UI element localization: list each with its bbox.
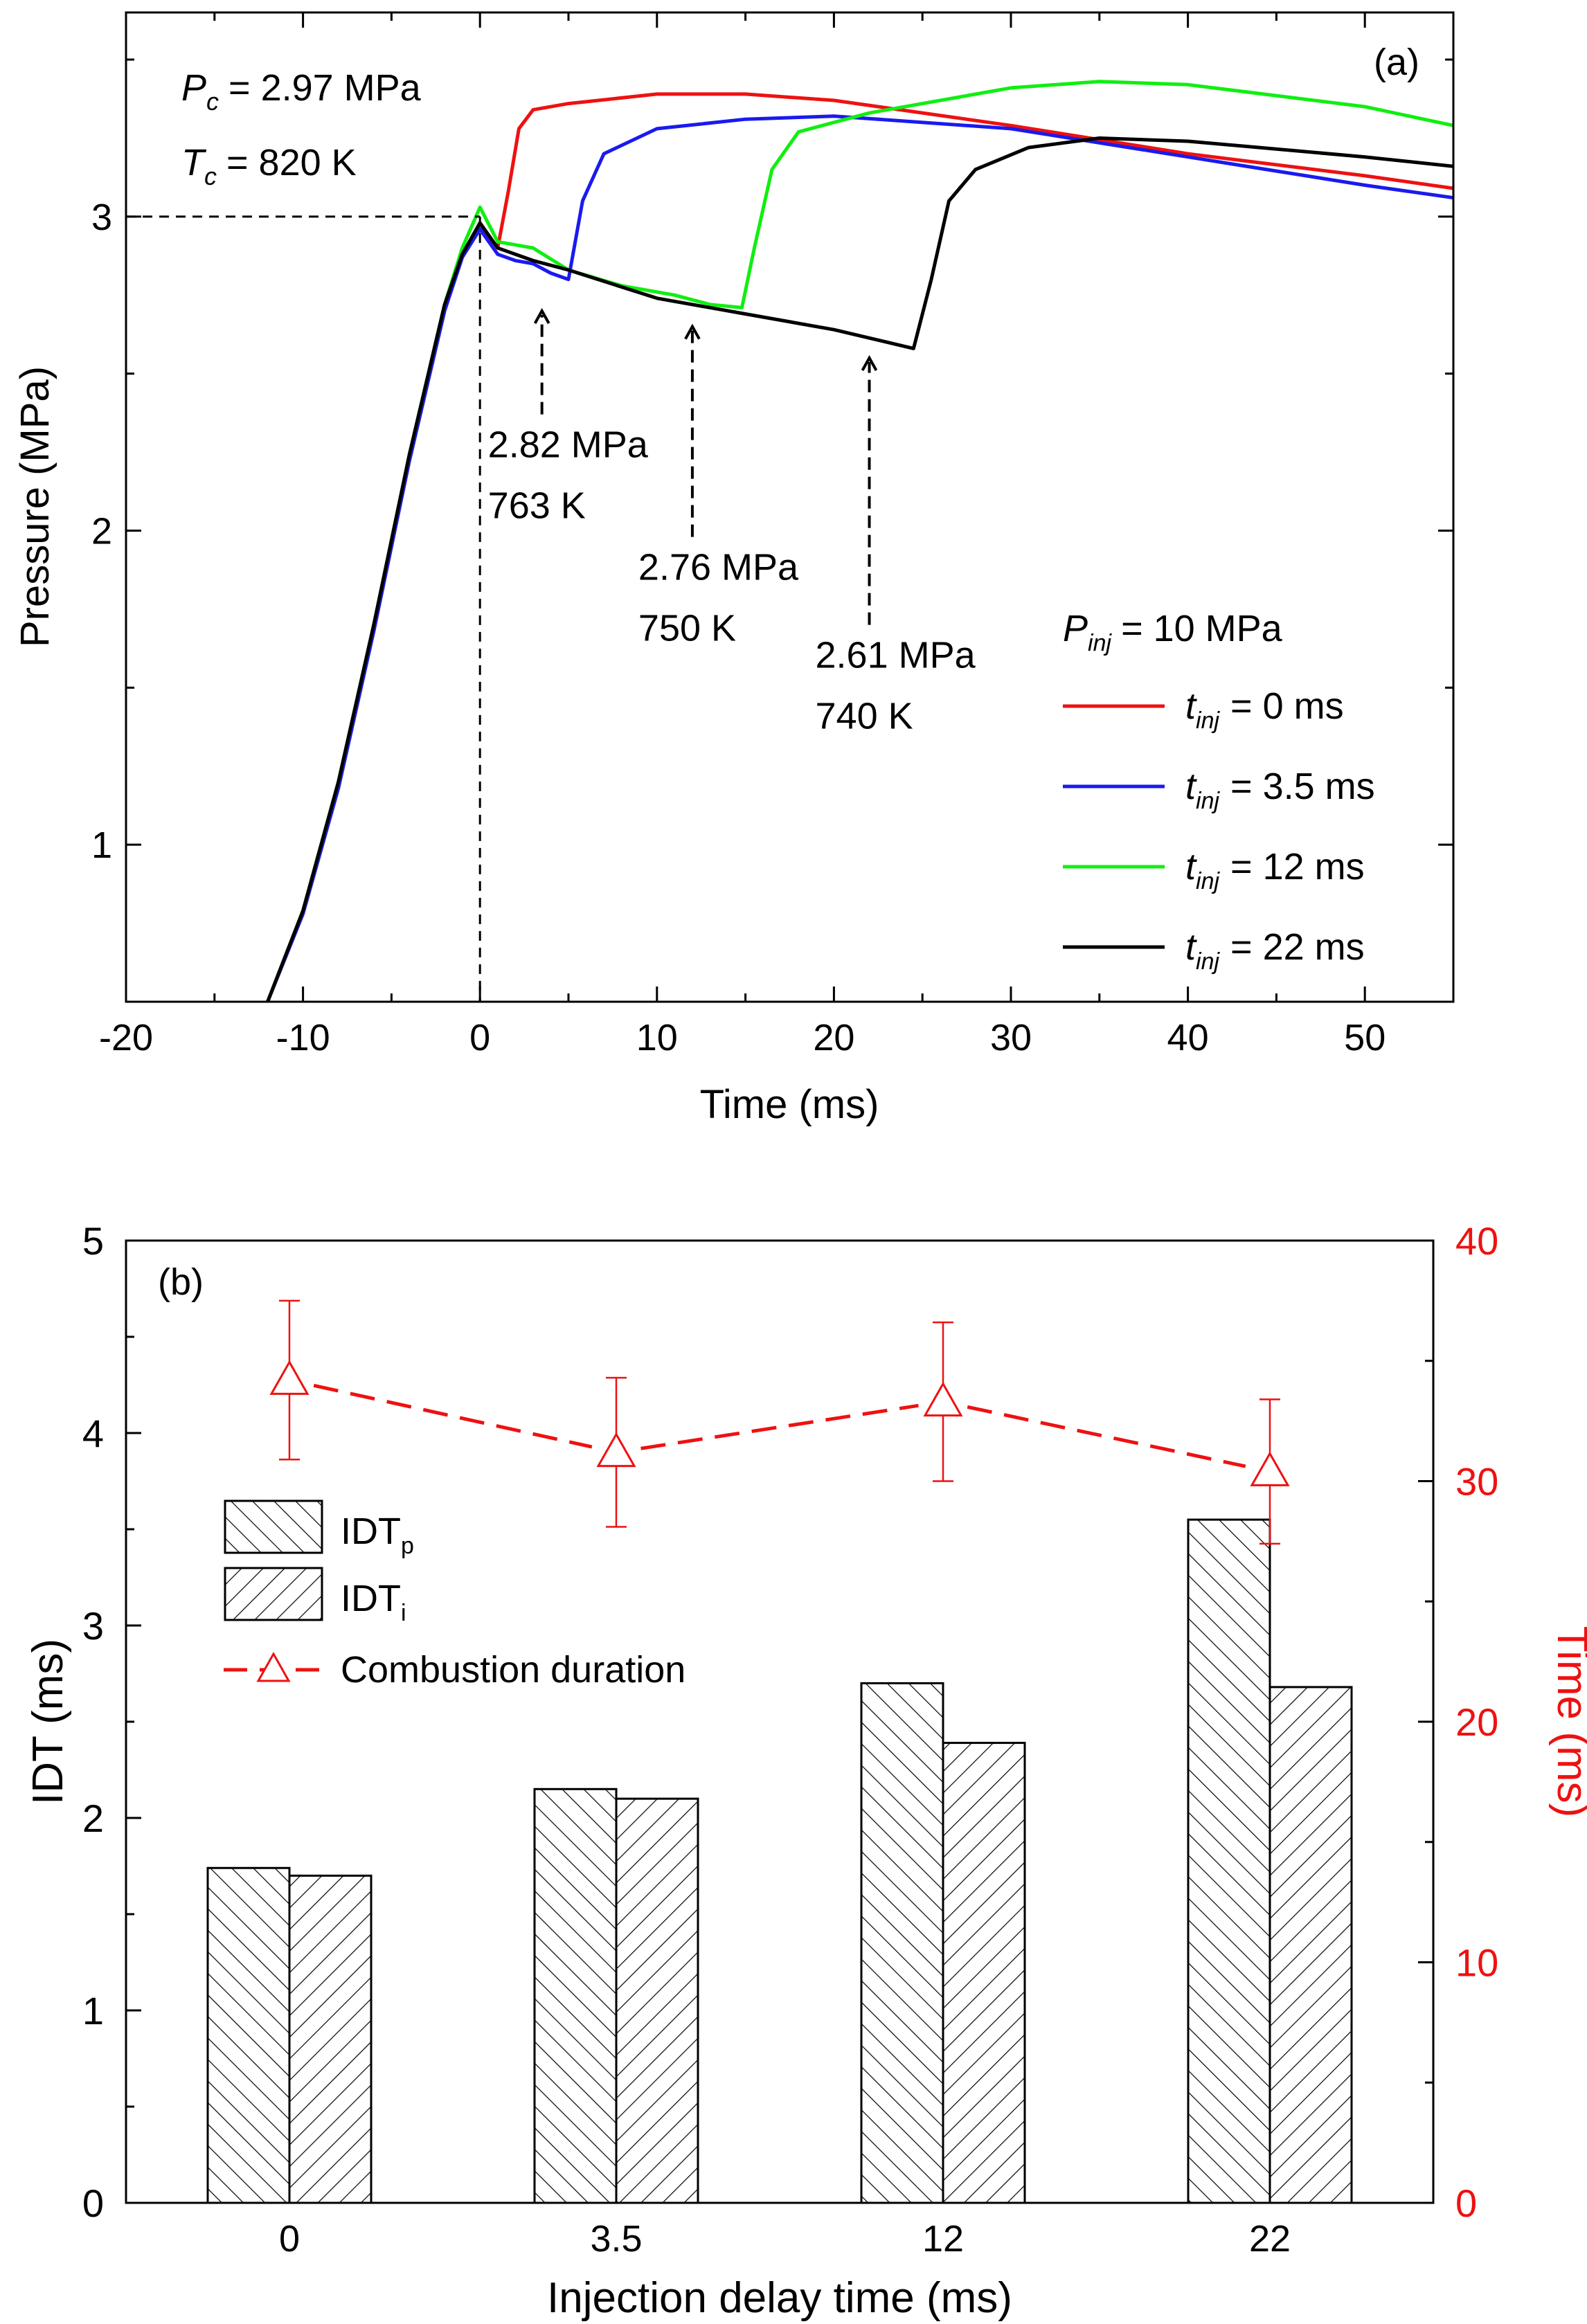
y2-tick-label-b: 40 bbox=[1455, 1219, 1498, 1263]
combustion-line-segment-2 bbox=[967, 1405, 1246, 1468]
legend-label-combustion: Combustion duration bbox=[341, 1649, 685, 1691]
bar-idt-p-1 bbox=[533, 1787, 618, 2204]
plot-frame-a bbox=[125, 11, 1455, 1003]
combustion-marker-2 bbox=[923, 1381, 963, 1417]
x-tick-label-a: -20 bbox=[99, 1017, 153, 1059]
x-axis-label-b: Injection delay time (ms) bbox=[547, 2274, 1012, 2322]
y2-tick-label-b: 20 bbox=[1455, 1700, 1498, 1744]
x-tick-label-b: 22 bbox=[1249, 2218, 1291, 2260]
svg-text:Pc= 2.97 MPa: Pc = 2.97 MPa bbox=[181, 67, 422, 116]
annotation-arrows: 2.82 MPa 763 K 2.76 MPa 750 K 2.61 MPa 740 K bbox=[488, 307, 976, 737]
legend-swatch-idt-i bbox=[224, 1567, 323, 1621]
combustion-line-segment-1 bbox=[640, 1403, 919, 1450]
combustion-marker-0 bbox=[269, 1360, 310, 1395]
y-tick-label-b: 4 bbox=[82, 1412, 104, 1455]
x-tick-label-b: 3.5 bbox=[590, 2218, 642, 2260]
y2-axis-label-b: Time (ms) bbox=[1548, 1626, 1587, 1818]
annotation-arrow-head-0 bbox=[533, 307, 550, 324]
annotation-arrow-head-2 bbox=[861, 354, 878, 371]
y-tick-label-a: 3 bbox=[91, 197, 112, 238]
legend-label-idt-i: IDTi bbox=[341, 1578, 406, 1626]
legend-label-a-2: tinj = 12 ms bbox=[1185, 846, 1365, 894]
y-tick-label-a: 1 bbox=[91, 825, 112, 866]
x-tick-label-a: 50 bbox=[1344, 1017, 1386, 1059]
x-tick-label-a: -10 bbox=[276, 1017, 330, 1059]
combustion-line-segment-0 bbox=[313, 1383, 593, 1449]
condition-tc: Tc = 820 K bbox=[181, 142, 357, 190]
legend-swatch-idt-p bbox=[224, 1499, 323, 1554]
y-axis-label-b: IDT (ms) bbox=[24, 1639, 72, 1805]
annotation-pressure-2: 2.61 MPa bbox=[816, 635, 976, 676]
y-tick-label-b: 0 bbox=[82, 2181, 104, 2225]
annotation-temperature-1: 750 K bbox=[638, 608, 736, 649]
y2-tick-label-b: 10 bbox=[1455, 1941, 1498, 1985]
y-tick-label-b: 2 bbox=[82, 1796, 104, 1840]
annotation-temperature-0: 763 K bbox=[488, 485, 586, 527]
y-tick-label-b: 3 bbox=[82, 1604, 104, 1648]
legend-label-a-3: tinj = 22 ms bbox=[1185, 926, 1365, 975]
legend-label-idt-p: IDTp bbox=[341, 1511, 414, 1559]
combustion-marker-3 bbox=[1250, 1451, 1290, 1486]
y-tick-label-b: 5 bbox=[82, 1219, 104, 1263]
series-line-3 bbox=[266, 136, 1453, 1002]
annotation-temperature-2: 740 K bbox=[816, 696, 913, 737]
bar-idt-i-0 bbox=[288, 1874, 373, 2204]
panel-label-a: (a) bbox=[1374, 42, 1419, 83]
x-tick-label-a: 20 bbox=[813, 1017, 854, 1059]
legend-label-a-1: tinj = 3.5 ms bbox=[1185, 766, 1375, 814]
x-tick-label-a: 10 bbox=[636, 1017, 678, 1059]
bar-idt-p-3 bbox=[1187, 1518, 1271, 2204]
x-tick-label-b: 12 bbox=[922, 2218, 964, 2260]
bar-idt-i-1 bbox=[615, 1797, 699, 2204]
legend-swatch-combustion-marker bbox=[256, 1651, 291, 1682]
annotation-pressure-0: 2.82 MPa bbox=[488, 424, 649, 466]
y-axis-label-a: Pressure (MPa) bbox=[12, 366, 57, 647]
panel-label-b: (b) bbox=[158, 1261, 204, 1303]
svg-text:Tc= 820 K: Tc = 820 K bbox=[181, 142, 357, 190]
x-axis-label-a: Time (ms) bbox=[700, 1082, 879, 1127]
legend-label-a-0: tinj = 0 ms bbox=[1185, 685, 1344, 734]
reference-lines bbox=[126, 215, 481, 1002]
x-tick-label-a: 40 bbox=[1167, 1017, 1209, 1059]
bar-idt-i-2 bbox=[942, 1742, 1026, 2204]
x-tick-label-a: 0 bbox=[469, 1017, 490, 1059]
y-tick-label-a: 2 bbox=[91, 511, 112, 552]
legend-b: IDTp IDTi Combustion duration bbox=[224, 1499, 685, 1691]
combustion-marker-1 bbox=[596, 1432, 636, 1468]
bar-idt-p-0 bbox=[206, 1866, 291, 2204]
bar-idt-i-3 bbox=[1268, 1686, 1353, 2204]
y-tick-label-b: 1 bbox=[82, 1989, 104, 2033]
x-tick-label-a: 30 bbox=[990, 1017, 1032, 1059]
annotation-arrow-head-1 bbox=[684, 323, 701, 340]
x-tick-label-b: 0 bbox=[279, 2218, 300, 2260]
bar-idt-p-2 bbox=[860, 1682, 944, 2204]
y2-tick-label-b: 0 bbox=[1455, 2181, 1477, 2225]
annotation-pressure-1: 2.76 MPa bbox=[638, 547, 799, 588]
axis-ticks-a: -20 -10 0 10 20 30 40 50 1 2 3 bbox=[91, 12, 1453, 1059]
legend-a: Pinj = 10 MPa tinj = 0 ms tinj = 3.5 ms tinj =… bbox=[1063, 608, 1375, 975]
y2-tick-label-b: 30 bbox=[1455, 1460, 1498, 1504]
svg-text:Pinj= 10 MPa: Pinj = 10 MPa bbox=[1063, 608, 1283, 656]
condition-pc: Pc = 2.97 MPa bbox=[181, 67, 422, 116]
